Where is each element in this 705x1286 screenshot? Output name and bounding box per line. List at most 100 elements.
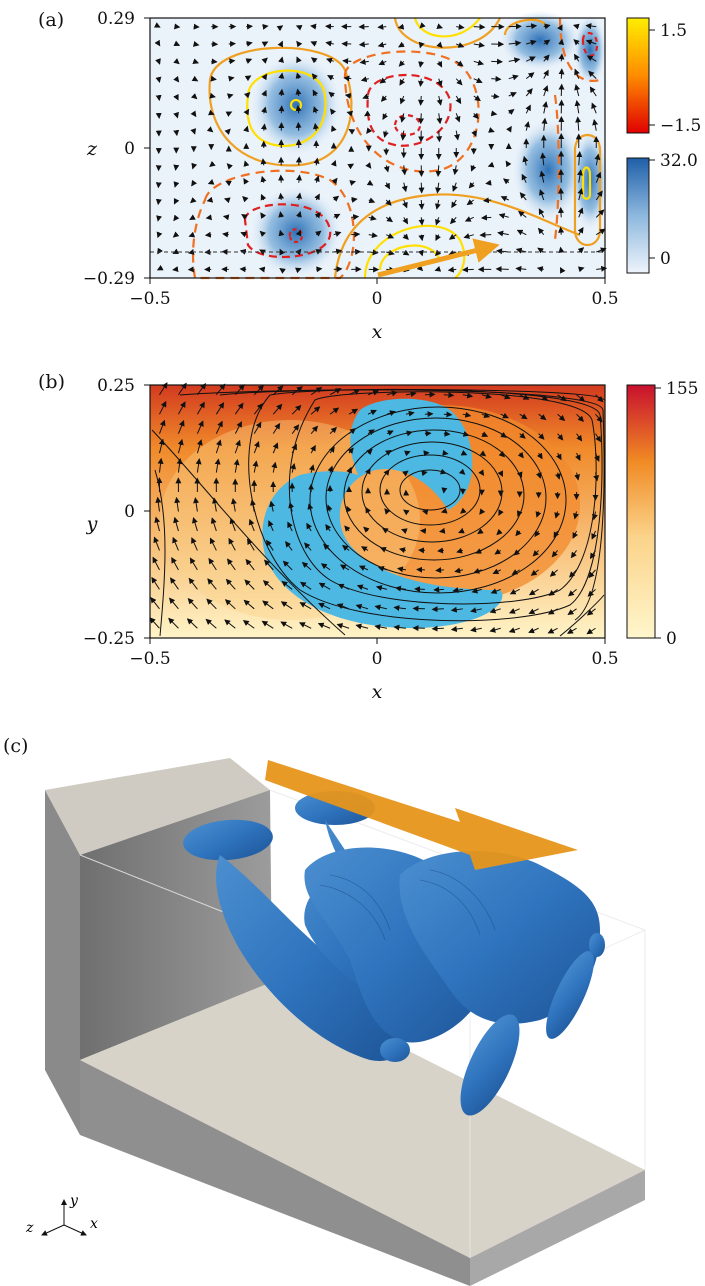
velocity-arrow	[329, 108, 336, 115]
panel-b-xtick-left: −0.5	[129, 649, 170, 669]
panel-b-tick-marks	[144, 384, 606, 644]
velocity-arrow	[259, 230, 267, 238]
velocity-arrow	[418, 61, 425, 68]
velocity-arrow	[511, 569, 520, 575]
panel-b-colorbar-max: 155	[666, 379, 698, 399]
panel-c-floor-front-side	[80, 1060, 470, 1286]
velocity-arrow	[244, 75, 252, 82]
velocity-arrow	[538, 208, 545, 218]
velocity-arrow	[384, 182, 390, 190]
velocity-arrow	[596, 247, 607, 254]
velocity-arrow	[206, 196, 214, 203]
velocity-arrow	[443, 411, 453, 418]
velocity-arrow	[314, 211, 321, 219]
velocity-arrow	[276, 25, 284, 32]
velocity-arrow	[291, 404, 302, 415]
velocity-arrow	[154, 516, 161, 532]
velocity-arrow	[366, 448, 373, 456]
velocity-arrow	[336, 603, 350, 610]
velocity-arrow	[473, 41, 485, 48]
velocity-arrow	[462, 392, 474, 399]
velocity-arrow	[228, 58, 236, 65]
velocity-arrow	[239, 248, 247, 255]
velocity-arrow	[346, 466, 352, 474]
velocity-arrow	[173, 181, 180, 188]
velocity-arrow	[594, 452, 600, 462]
velocity-arrow	[225, 180, 232, 187]
velocity-arrow	[190, 128, 197, 135]
velocity-arrow	[330, 159, 337, 167]
velocity-arrow	[367, 409, 377, 416]
velocity-arrow	[522, 155, 529, 166]
velocity-arrow	[488, 127, 495, 133]
velocity-arrow	[490, 110, 498, 117]
velocity-arrow	[498, 451, 506, 458]
velocity-arrow	[526, 39, 537, 46]
velocity-arrow	[537, 247, 545, 254]
velocity-arrow	[209, 160, 216, 168]
velocity-arrow	[497, 230, 509, 237]
velocity-arrow	[494, 548, 502, 555]
velocity-arrow	[360, 546, 369, 552]
velocity-arrow	[471, 587, 482, 594]
velocity-arrow	[246, 40, 253, 47]
velocity-arrow	[528, 608, 539, 614]
velocity-arrow	[193, 497, 200, 512]
velocity-arrow	[280, 601, 293, 610]
velocity-arrow	[528, 588, 539, 596]
panel-c-axis-y: y	[69, 1193, 79, 1209]
velocity-arrow	[382, 527, 389, 534]
velocity-arrow	[399, 78, 406, 86]
velocity-arrow	[435, 165, 442, 177]
velocity-arrow	[245, 58, 253, 64]
velocity-arrow	[577, 227, 584, 235]
panel-a-tick-marks	[144, 17, 606, 284]
velocity-arrow	[280, 621, 293, 629]
velocity-arrow	[403, 509, 410, 516]
velocity-arrow	[278, 211, 285, 218]
velocity-arrow	[360, 76, 369, 83]
velocity-arrow	[460, 507, 467, 514]
velocity-arrow	[346, 110, 354, 117]
velocity-arrow	[536, 452, 543, 460]
velocity-arrow	[234, 439, 241, 454]
velocity-arrow	[553, 530, 560, 539]
velocity-arrow	[243, 108, 250, 116]
velocity-arrow	[519, 413, 528, 420]
velocity-arrow	[320, 563, 331, 571]
velocity-arrow	[393, 624, 406, 631]
velocity-arrow	[558, 226, 565, 235]
velocity-arrow	[443, 392, 455, 399]
velocity-arrow	[436, 60, 443, 68]
velocity-arrow	[226, 163, 233, 170]
velocity-arrow	[291, 424, 300, 434]
velocity-arrow	[317, 622, 331, 629]
velocity-arrow	[557, 24, 563, 32]
velocity-arrow	[595, 171, 602, 183]
velocity-arrow	[234, 402, 244, 415]
velocity-arrow	[205, 214, 213, 221]
velocity-arrow	[586, 55, 597, 62]
velocity-arrow	[436, 95, 443, 106]
velocity-arrow	[159, 419, 166, 434]
velocity-arrow	[506, 125, 512, 133]
velocity-arrow	[348, 128, 356, 135]
velocity-arrow	[205, 618, 217, 629]
panel-a-colorbar-scalar-min: −1.5	[660, 116, 701, 136]
velocity-arrow	[557, 394, 567, 402]
velocity-arrow	[325, 524, 332, 532]
velocity-arrow	[436, 113, 443, 125]
velocity-arrow	[434, 199, 441, 210]
velocity-arrow	[252, 460, 259, 473]
velocity-arrow	[174, 496, 181, 512]
velocity-arrow	[173, 129, 180, 137]
velocity-arrow	[498, 213, 509, 219]
velocity-arrow	[253, 421, 262, 434]
velocity-arrow	[519, 394, 530, 400]
velocity-arrow	[453, 130, 460, 141]
panel-b-label: (b)	[38, 371, 65, 393]
velocity-arrow	[325, 40, 334, 47]
velocity-arrow	[386, 410, 396, 417]
velocity-arrow	[196, 439, 203, 454]
velocity-arrow	[543, 23, 551, 30]
